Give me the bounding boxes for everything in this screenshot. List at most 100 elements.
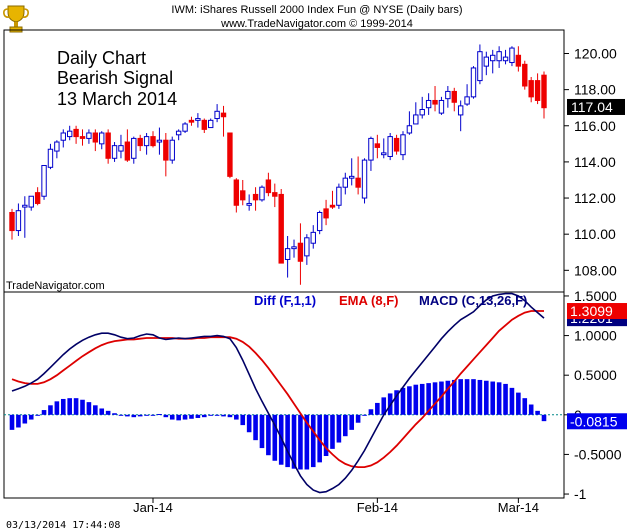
macd-bar bbox=[310, 414, 316, 468]
candle bbox=[406, 111, 413, 135]
candle bbox=[118, 134, 124, 159]
candle-body bbox=[252, 193, 259, 201]
price-tick-label: 118.00 bbox=[574, 82, 616, 98]
macd-bar bbox=[413, 384, 419, 415]
price-y-axis: 120.00 118.00 116.00 114.00 112.00 110.00 108.… bbox=[564, 45, 617, 278]
candle-body bbox=[175, 130, 182, 136]
candle-body bbox=[534, 80, 541, 101]
candle bbox=[515, 46, 522, 72]
candle-body bbox=[387, 136, 393, 157]
candle-body bbox=[419, 109, 425, 116]
diff-line bbox=[11, 292, 545, 494]
indicator-tick-label: 0.5000 bbox=[574, 367, 617, 383]
candle-body bbox=[201, 119, 207, 130]
candle bbox=[259, 185, 265, 202]
macd-bar bbox=[131, 414, 137, 418]
macd-bar bbox=[471, 379, 476, 415]
candle-body bbox=[272, 192, 278, 197]
candle-body bbox=[137, 137, 143, 147]
candle-body bbox=[329, 204, 336, 208]
price-tick-label: 108.00 bbox=[574, 262, 617, 278]
candle-body bbox=[86, 132, 92, 139]
macd-bar bbox=[163, 414, 169, 418]
candle bbox=[502, 49, 509, 65]
candle bbox=[47, 143, 54, 170]
candle bbox=[99, 131, 105, 150]
candle bbox=[220, 105, 227, 137]
ema-value-box bbox=[567, 303, 627, 320]
candle bbox=[496, 46, 502, 68]
candle bbox=[419, 96, 425, 119]
candle bbox=[66, 125, 73, 141]
candle bbox=[528, 76, 534, 103]
candle bbox=[413, 102, 419, 125]
macd-bar bbox=[496, 382, 502, 415]
indicator-tick-label: -1 bbox=[574, 486, 587, 502]
macd-bar bbox=[349, 414, 355, 430]
legend-diff: Diff (F,1,1) bbox=[254, 293, 316, 308]
candle bbox=[137, 134, 143, 152]
candle bbox=[195, 113, 201, 128]
candle bbox=[252, 187, 259, 211]
indicator-tick-label: 1.0000 bbox=[574, 328, 617, 344]
macd-bar bbox=[182, 414, 188, 420]
macd-bar bbox=[528, 404, 534, 415]
candle-body bbox=[182, 123, 188, 132]
macd-bar bbox=[355, 414, 361, 423]
candle-body bbox=[438, 99, 445, 114]
candle bbox=[445, 86, 451, 108]
macd-bar bbox=[105, 410, 111, 415]
annotation-line-3: 13 March 2014 bbox=[57, 89, 177, 109]
x-tick-label: Mar-14 bbox=[498, 500, 539, 515]
candle bbox=[425, 93, 432, 115]
candle-body bbox=[214, 110, 220, 120]
candle bbox=[207, 118, 214, 129]
macd-bar bbox=[189, 414, 194, 419]
candle bbox=[9, 208, 15, 240]
candle bbox=[316, 210, 323, 235]
candle bbox=[400, 131, 406, 161]
macd-bar bbox=[214, 414, 220, 416]
candle bbox=[34, 187, 41, 206]
macd-bar bbox=[317, 414, 322, 463]
macd-bar bbox=[118, 414, 124, 416]
macd-value-label: -0.0815 bbox=[567, 413, 627, 430]
candle-body bbox=[47, 148, 54, 168]
macd-bar bbox=[93, 405, 98, 415]
candle-body bbox=[284, 248, 291, 260]
macd-bar bbox=[35, 414, 40, 416]
candle-body bbox=[477, 51, 483, 82]
candle-body bbox=[246, 202, 252, 206]
chart-title: IWM: iShares Russell 2000 Index Fun @ NY… bbox=[171, 4, 462, 16]
candle-body bbox=[464, 96, 470, 105]
candle bbox=[22, 196, 28, 238]
macd-bar bbox=[509, 387, 515, 415]
candle bbox=[227, 132, 233, 179]
candle-body bbox=[9, 211, 15, 232]
macd-bar bbox=[278, 414, 284, 465]
candle-body bbox=[73, 128, 79, 138]
candle-body bbox=[207, 119, 214, 129]
macd-bar bbox=[137, 414, 143, 417]
candle bbox=[111, 142, 118, 162]
macd-bar bbox=[503, 383, 508, 415]
candle bbox=[393, 134, 400, 155]
legend-ema: EMA (8,F) bbox=[339, 293, 398, 308]
candle bbox=[201, 118, 207, 133]
x-axis: Jan-14 Feb-14 Mar-14 bbox=[4, 497, 564, 515]
macd-bar bbox=[477, 379, 483, 415]
candle bbox=[272, 183, 278, 208]
candle-body bbox=[316, 211, 323, 232]
candle bbox=[131, 136, 137, 164]
candle bbox=[15, 203, 22, 236]
candle bbox=[188, 116, 195, 126]
macd-value-box bbox=[567, 413, 627, 430]
candle-body bbox=[156, 139, 163, 143]
candle bbox=[361, 158, 368, 204]
candle-body bbox=[515, 54, 522, 67]
candle-body bbox=[381, 152, 387, 156]
candle bbox=[323, 199, 329, 226]
candle-body bbox=[195, 118, 201, 121]
macd-bar bbox=[246, 414, 252, 433]
